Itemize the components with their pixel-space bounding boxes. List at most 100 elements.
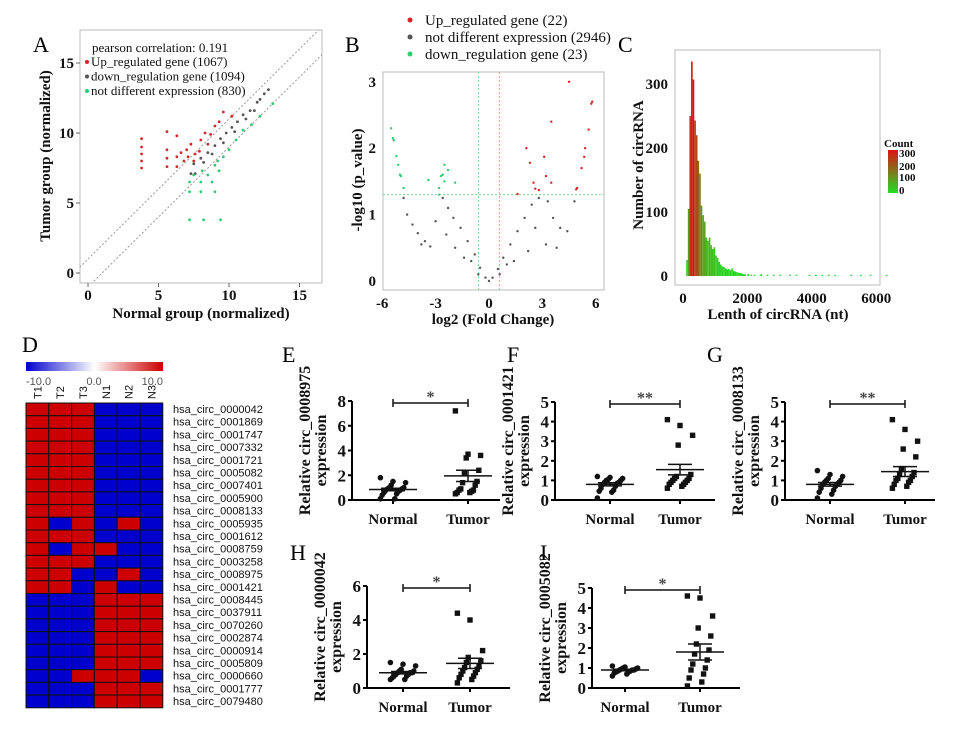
y-tick-label: 15 — [59, 56, 74, 72]
heatmap-cell — [93, 618, 118, 633]
data-point-normal — [594, 495, 601, 501]
row-label: hsa_circ_0001869 — [173, 417, 263, 429]
heatmap-cell — [48, 631, 73, 645]
data-point — [255, 100, 259, 104]
data-point — [244, 117, 248, 121]
x-tick-label: Normal — [368, 512, 417, 528]
data-point-tumor — [688, 667, 694, 673]
data-point-tumor — [893, 477, 899, 484]
legend-marker — [85, 89, 89, 93]
colorbar — [888, 150, 898, 193]
data-point — [441, 196, 444, 200]
data-point — [453, 181, 457, 184]
heatmap-cell — [25, 631, 50, 645]
data-point — [445, 233, 448, 236]
histogram-bar — [702, 215, 704, 276]
data-point — [182, 159, 186, 163]
heatmap-cell — [139, 504, 164, 518]
y-tick-label: 4 — [578, 599, 587, 618]
histogram-bar — [766, 274, 769, 276]
heatmap-cell — [139, 440, 164, 455]
heatmap-cell — [71, 631, 95, 645]
data-point — [423, 239, 427, 243]
data-point — [453, 246, 457, 249]
histogram-bar — [744, 274, 746, 276]
heatmap-cell — [93, 593, 118, 607]
heatmap-cell — [116, 580, 141, 594]
y-tick-label: 6 — [353, 577, 362, 596]
heatmap-cell — [116, 516, 141, 531]
heatmap-cell — [71, 516, 95, 531]
histogram-bar — [687, 208, 690, 276]
data-point-normal — [814, 495, 821, 501]
data-point — [443, 163, 446, 166]
data-point — [544, 243, 548, 246]
heatmap-cell — [48, 504, 73, 518]
heatmap-cell — [25, 440, 50, 455]
heatmap-cell — [48, 554, 73, 569]
data-point-tumor — [896, 471, 903, 478]
data-point — [192, 162, 196, 166]
data-point — [216, 159, 220, 163]
y-tick-label: 2 — [338, 466, 347, 485]
legend-marker — [85, 74, 89, 79]
heatmap-cell — [71, 504, 95, 518]
heatmap-cell — [25, 415, 50, 429]
data-point-tumor — [913, 454, 919, 460]
heatmap-cell — [25, 580, 50, 594]
data-point — [165, 156, 169, 160]
x-tick-label: 15 — [292, 288, 307, 304]
data-point — [411, 223, 414, 226]
column-label: T3 — [78, 386, 90, 399]
heatmap-cell — [71, 466, 95, 480]
data-point-tumor — [684, 593, 691, 599]
row-label: hsa_circ_0008759 — [173, 544, 263, 556]
panel-label-d: D — [22, 332, 38, 357]
heatmap-cell — [48, 618, 73, 633]
heatmap-cell — [93, 466, 118, 480]
heatmap-cell — [71, 618, 95, 633]
heatmap-cell — [93, 542, 118, 556]
heatmap-cell — [48, 453, 73, 467]
histogram-bar — [694, 120, 696, 276]
legend-entry: Up_regulated gene (1067) — [91, 54, 227, 69]
data-point — [230, 126, 234, 129]
y-tick-label: 0 — [353, 679, 362, 698]
y-tick-label: 2 — [369, 141, 377, 157]
heatmap-cell — [116, 593, 141, 607]
y-tick-label: 2 — [353, 645, 362, 664]
heatmap-cell — [116, 529, 141, 544]
significance-stars: * — [427, 389, 435, 406]
row-label: hsa_circ_0008975 — [173, 569, 263, 581]
histogram-bar — [692, 79, 695, 277]
y-tick-label: 4 — [771, 413, 780, 432]
heatmap-cell — [139, 516, 164, 531]
heatmap-cell — [71, 567, 95, 582]
data-point — [203, 131, 207, 135]
histogram-bar — [689, 116, 692, 276]
data-point — [140, 137, 143, 141]
data-point — [550, 181, 553, 184]
histogram-bar — [723, 267, 725, 276]
y-axis-label: expression — [553, 602, 570, 674]
data-point-normal — [387, 676, 394, 683]
data-point — [219, 218, 222, 222]
histogram-bar — [695, 135, 698, 276]
y-tick-label: 1 — [771, 471, 780, 490]
heatmap-cell — [139, 593, 164, 607]
data-point — [591, 100, 594, 103]
data-point — [580, 166, 583, 170]
histogram-bar — [703, 221, 706, 276]
heatmap-cell — [139, 453, 164, 467]
data-point — [140, 152, 143, 156]
histogram-bar — [697, 160, 700, 276]
histogram-bar — [821, 274, 824, 276]
heatmap-cell — [48, 567, 73, 582]
data-point-normal — [596, 488, 602, 494]
panel-label-c: C — [618, 32, 633, 57]
heatmap-cell — [93, 580, 118, 594]
heatmap-cell — [93, 669, 118, 683]
heatmap-cell — [93, 529, 118, 544]
